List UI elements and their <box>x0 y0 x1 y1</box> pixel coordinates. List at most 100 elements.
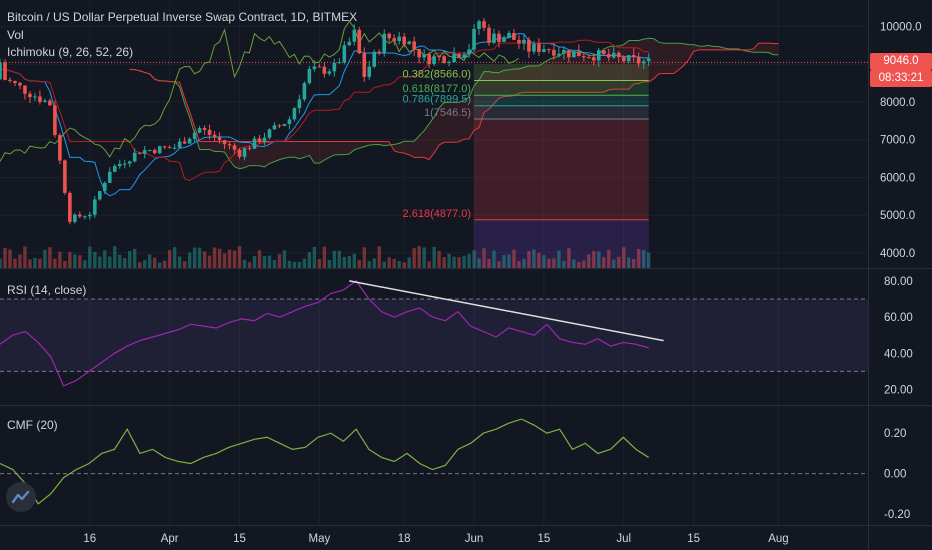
volume-bar <box>592 251 596 268</box>
vol-legend[interactable]: Vol <box>7 28 24 42</box>
candle-body <box>257 138 262 143</box>
volume-bar <box>322 246 327 268</box>
chikou-line <box>0 20 520 162</box>
candle-body <box>63 160 67 193</box>
candle-body <box>482 21 486 28</box>
volume-bar <box>472 250 476 268</box>
rsi-tick-label: 20.00 <box>884 385 913 397</box>
candle-body <box>562 50 566 54</box>
candle-body <box>152 149 157 154</box>
volume-bar <box>452 256 456 268</box>
volume-bar <box>597 251 601 268</box>
volume-bar <box>262 255 267 268</box>
candle-body <box>422 54 426 58</box>
candle-body <box>302 83 307 100</box>
candle-body <box>207 129 212 135</box>
volume-bar <box>417 246 421 268</box>
cmf-legend[interactable]: CMF (20) <box>7 418 58 432</box>
candle-body <box>497 33 501 42</box>
tradingview-logo-icon[interactable] <box>6 482 36 512</box>
candle-body <box>636 57 641 64</box>
ichimoku-legend[interactable]: Ichimoku (9, 26, 52, 26) <box>7 45 134 59</box>
volume-bar <box>212 247 217 268</box>
candle-body <box>387 33 392 39</box>
volume-bar <box>172 247 177 268</box>
candle-body <box>297 99 302 109</box>
volume-bar <box>337 250 342 268</box>
volume-bar <box>282 250 287 268</box>
candle-body <box>631 55 636 58</box>
candle-body <box>397 36 401 42</box>
volume-bar <box>232 250 237 268</box>
volume-bar <box>427 261 431 268</box>
cmf-tick-label: 0.00 <box>884 469 906 481</box>
candle-body <box>48 100 52 106</box>
candle-body <box>412 41 416 49</box>
candle-body <box>18 82 22 86</box>
candle-body <box>492 33 496 43</box>
candle-body <box>537 43 541 52</box>
volume-bar <box>527 251 531 268</box>
candle-body <box>247 148 252 150</box>
candle-body <box>107 171 112 183</box>
volume-bar <box>552 258 556 268</box>
volume-bar <box>547 258 551 268</box>
candle-body <box>38 96 42 102</box>
volume-bar <box>347 256 351 268</box>
candle-body <box>567 50 571 58</box>
time-tick-label: 15 <box>687 533 700 545</box>
candle-body <box>117 163 122 167</box>
candlestick-series[interactable] <box>0 17 651 225</box>
candle-body <box>212 134 217 138</box>
volume-bar <box>297 262 302 268</box>
volume-bar <box>48 247 52 268</box>
volume-bar <box>502 255 506 268</box>
candle-body <box>3 62 7 80</box>
candle-body <box>322 66 327 74</box>
candle-body <box>402 36 406 45</box>
volume-bar <box>367 261 371 268</box>
volume-bar <box>432 246 436 268</box>
logo-glyph-icon <box>12 490 30 504</box>
candle-body <box>217 137 222 141</box>
candle-body <box>147 149 152 151</box>
volume-bar <box>617 256 621 268</box>
volume-bar <box>83 260 87 268</box>
candle-body <box>202 128 207 130</box>
candle-body <box>392 38 397 42</box>
candle-body <box>601 50 606 55</box>
volume-bar <box>572 259 576 268</box>
price-tick-label: 5000.0 <box>880 210 915 222</box>
volume-bar <box>33 257 37 268</box>
volume-bar <box>133 248 137 268</box>
fib-zone <box>474 105 649 120</box>
candle-body <box>347 41 352 46</box>
candle-body <box>641 61 646 64</box>
candle-body <box>362 53 367 77</box>
fib-level-label: 1(7546.5) <box>424 107 471 119</box>
candle-body <box>0 62 2 80</box>
volume-bar <box>18 254 22 268</box>
candle-body <box>93 199 97 215</box>
candle-body <box>68 192 72 222</box>
volume-bar <box>227 249 232 268</box>
candle-body <box>127 161 132 164</box>
volume-bar <box>157 262 162 268</box>
candle-body <box>382 33 387 53</box>
rsi-tick-label: 40.00 <box>884 348 913 360</box>
volume-bar <box>507 254 511 268</box>
volume-bar <box>412 248 416 268</box>
grid-lines <box>0 0 868 525</box>
volume-bar <box>177 256 182 268</box>
volume-bar <box>242 259 247 268</box>
candle-body <box>182 141 187 144</box>
volume-bar <box>562 260 566 268</box>
candle-body <box>547 49 551 51</box>
volume-bar <box>182 261 187 268</box>
rsi-legend[interactable]: RSI (14, close) <box>7 283 87 297</box>
candle-body <box>616 52 621 58</box>
volume-bar <box>537 252 541 268</box>
candle-body <box>162 146 167 148</box>
volume-bar <box>327 259 332 268</box>
